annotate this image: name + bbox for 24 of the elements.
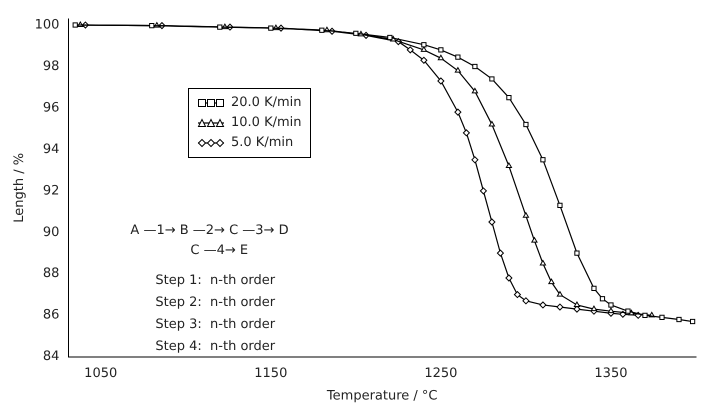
y-tick-label: 98 bbox=[42, 58, 60, 74]
y-axis-title: Length / % bbox=[12, 152, 28, 223]
annotation: Step 3: n-th order bbox=[155, 317, 276, 332]
legend-label: 20.0 K/min bbox=[231, 94, 302, 112]
legend-label: 10.0 K/min bbox=[231, 114, 302, 132]
annotation: Step 4: n-th order bbox=[155, 339, 276, 354]
y-tick-label: 86 bbox=[42, 308, 60, 323]
y-tick-label: 100 bbox=[34, 17, 60, 32]
y-tick-label: 84 bbox=[42, 349, 60, 364]
y-tick-label: 90 bbox=[42, 224, 60, 240]
x-tick-label: 1350 bbox=[594, 366, 628, 381]
x-tick-label: 1250 bbox=[424, 366, 458, 381]
y-tick-label: 96 bbox=[42, 100, 60, 116]
annotation: Step 1: n-th order bbox=[155, 273, 276, 288]
annotation: Step 2: n-th order bbox=[155, 295, 276, 310]
legend-label: 5.0 K/min bbox=[231, 134, 294, 152]
x-tick-label: 1050 bbox=[84, 366, 118, 381]
annotation: A —1→ B —2→ C —3→ D bbox=[130, 223, 289, 238]
x-tick-label: 1150 bbox=[254, 366, 288, 381]
annotation: C —4→ E bbox=[190, 243, 248, 258]
y-tick-label: 88 bbox=[42, 266, 60, 282]
y-tick-label: 92 bbox=[42, 183, 60, 198]
y-tick-label: 94 bbox=[42, 142, 60, 157]
x-axis-title: Temperature / °C bbox=[326, 388, 438, 404]
